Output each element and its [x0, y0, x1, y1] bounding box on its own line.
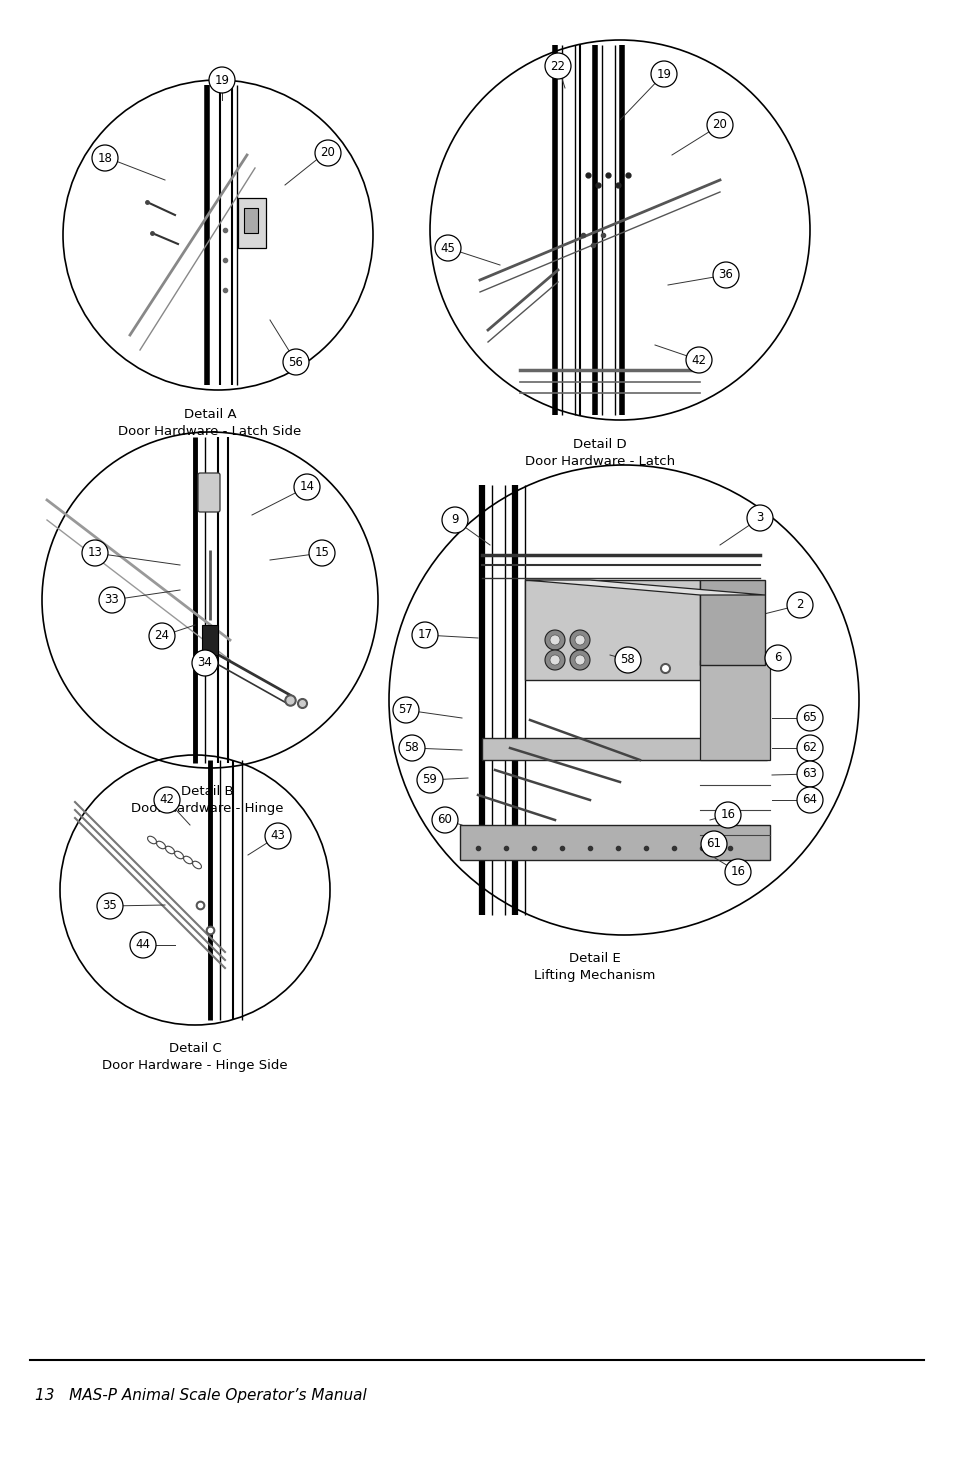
Text: 13   MAS-P Animal Scale Operator’s Manual: 13 MAS-P Animal Scale Operator’s Manual — [35, 1388, 366, 1403]
Text: 17: 17 — [417, 628, 432, 642]
Text: 16: 16 — [730, 866, 744, 879]
Text: 6: 6 — [774, 652, 781, 665]
Text: 20: 20 — [320, 146, 335, 159]
Circle shape — [706, 112, 732, 139]
Circle shape — [209, 66, 234, 93]
Text: 15: 15 — [314, 547, 329, 559]
Text: 18: 18 — [97, 152, 112, 165]
Circle shape — [764, 645, 790, 671]
Circle shape — [149, 622, 174, 649]
Polygon shape — [524, 580, 764, 594]
Text: 58: 58 — [404, 742, 419, 755]
FancyBboxPatch shape — [524, 580, 700, 680]
Circle shape — [575, 636, 584, 645]
Text: 63: 63 — [801, 767, 817, 780]
Circle shape — [685, 347, 711, 373]
FancyBboxPatch shape — [481, 738, 766, 760]
Circle shape — [650, 60, 677, 87]
Text: 2: 2 — [796, 599, 803, 612]
Circle shape — [393, 698, 418, 723]
Circle shape — [130, 932, 156, 957]
Text: 22: 22 — [550, 59, 565, 72]
Circle shape — [569, 630, 589, 650]
Circle shape — [412, 622, 437, 648]
Text: 43: 43 — [271, 829, 285, 842]
Text: Detail E
Lifting Mechanism: Detail E Lifting Mechanism — [534, 951, 655, 982]
Circle shape — [544, 630, 564, 650]
Circle shape — [796, 735, 822, 761]
Circle shape — [435, 235, 460, 261]
Circle shape — [153, 788, 180, 813]
Text: 58: 58 — [620, 653, 635, 667]
FancyBboxPatch shape — [198, 473, 220, 512]
Text: 36: 36 — [718, 268, 733, 282]
FancyBboxPatch shape — [244, 208, 257, 233]
Circle shape — [796, 761, 822, 788]
Circle shape — [99, 587, 125, 614]
Text: 35: 35 — [103, 900, 117, 913]
Circle shape — [796, 705, 822, 732]
Circle shape — [575, 655, 584, 665]
Circle shape — [714, 802, 740, 827]
Text: 33: 33 — [105, 593, 119, 606]
Text: Detail A
Door Hardware - Latch Side: Detail A Door Hardware - Latch Side — [118, 409, 301, 438]
Text: Detail D
Door Hardware - Latch: Detail D Door Hardware - Latch — [524, 438, 675, 468]
Text: 24: 24 — [154, 630, 170, 643]
Text: 42: 42 — [159, 794, 174, 807]
Text: 16: 16 — [720, 808, 735, 822]
Text: 19: 19 — [656, 68, 671, 81]
Text: 61: 61 — [706, 838, 720, 851]
Circle shape — [91, 145, 118, 171]
Text: 42: 42 — [691, 354, 706, 366]
Text: 14: 14 — [299, 481, 314, 494]
Text: 3: 3 — [756, 512, 763, 525]
Circle shape — [569, 650, 589, 670]
FancyBboxPatch shape — [700, 659, 769, 760]
Circle shape — [82, 540, 108, 566]
Text: 57: 57 — [398, 704, 413, 717]
Text: 56: 56 — [288, 355, 303, 369]
Circle shape — [309, 540, 335, 566]
Circle shape — [283, 350, 309, 375]
Text: 20: 20 — [712, 118, 727, 131]
Text: 45: 45 — [440, 242, 455, 255]
Circle shape — [416, 767, 442, 794]
Text: 44: 44 — [135, 938, 151, 951]
Circle shape — [746, 504, 772, 531]
Circle shape — [265, 823, 291, 850]
Text: 62: 62 — [801, 742, 817, 755]
Text: Detail B
Door Hardware - Hinge: Detail B Door Hardware - Hinge — [131, 785, 283, 816]
Circle shape — [441, 507, 468, 532]
Circle shape — [192, 650, 218, 676]
Circle shape — [314, 140, 340, 167]
Circle shape — [786, 591, 812, 618]
FancyBboxPatch shape — [700, 580, 764, 665]
Circle shape — [700, 830, 726, 857]
Circle shape — [712, 263, 739, 288]
Circle shape — [398, 735, 424, 761]
FancyBboxPatch shape — [237, 198, 266, 248]
Text: 65: 65 — [801, 711, 817, 724]
Circle shape — [97, 892, 123, 919]
Circle shape — [294, 473, 319, 500]
Circle shape — [724, 858, 750, 885]
Circle shape — [550, 655, 559, 665]
Text: 19: 19 — [214, 74, 230, 87]
Text: 59: 59 — [422, 773, 437, 786]
Text: 34: 34 — [197, 656, 213, 670]
Text: 64: 64 — [801, 794, 817, 807]
Circle shape — [796, 788, 822, 813]
FancyBboxPatch shape — [202, 625, 218, 655]
Text: 60: 60 — [437, 814, 452, 826]
Text: 9: 9 — [451, 513, 458, 527]
Circle shape — [615, 648, 640, 673]
Circle shape — [550, 636, 559, 645]
Text: 13: 13 — [88, 547, 102, 559]
Circle shape — [544, 53, 571, 80]
Circle shape — [544, 650, 564, 670]
Text: Detail C
Door Hardware - Hinge Side: Detail C Door Hardware - Hinge Side — [102, 1041, 288, 1072]
FancyBboxPatch shape — [459, 825, 769, 860]
Circle shape — [432, 807, 457, 833]
